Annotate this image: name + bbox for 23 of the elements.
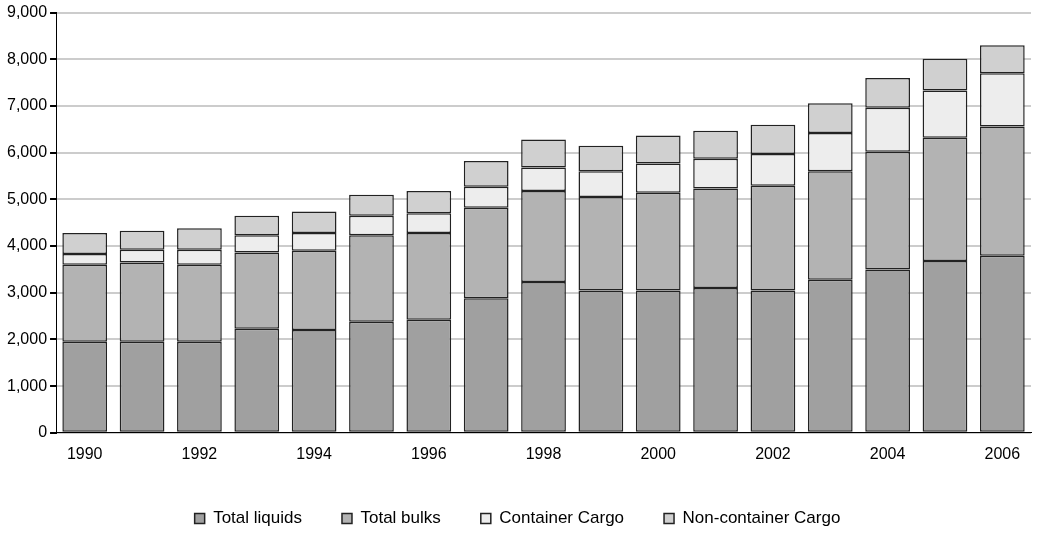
legend-label: Non-container Cargo	[682, 508, 841, 528]
legend-label: Total liquids	[213, 508, 302, 528]
y-tick-label: 9,000	[6, 3, 48, 21]
x-tick-label: 2002	[755, 444, 791, 462]
x-tick-label: 1996	[411, 444, 447, 462]
x-tick-label: 2004	[869, 444, 906, 462]
x-tick-label: 1994	[296, 444, 333, 462]
legend-label: Total bulks	[360, 508, 441, 528]
y-tick-label: 6,000	[6, 143, 48, 161]
legend-label: Container Cargo	[499, 508, 625, 528]
y-tick-label: 1,000	[6, 376, 48, 394]
x-tick-label: 2006	[984, 444, 1021, 462]
y-tick-label: 7,000	[6, 96, 48, 114]
y-tick-label: 4,000	[6, 236, 48, 254]
x-tick-label: 1998	[525, 444, 562, 462]
y-tick-label: 8,000	[6, 49, 48, 67]
y-tick-label: 5,000	[6, 189, 48, 207]
x-tick-label: 1992	[181, 444, 218, 462]
y-tick-label: 3,000	[6, 283, 48, 301]
y-tick-label: 2,000	[6, 329, 48, 347]
x-tick-label: 1990	[66, 444, 103, 462]
x-tick-label: 2000	[640, 444, 677, 462]
y-tick-label: 0	[38, 423, 48, 441]
